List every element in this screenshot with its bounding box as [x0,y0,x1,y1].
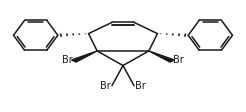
Text: Br: Br [62,55,73,66]
Text: Br: Br [100,81,111,91]
Text: Br: Br [173,55,184,66]
Polygon shape [149,51,174,62]
Text: Br: Br [135,81,146,91]
Polygon shape [72,51,97,62]
